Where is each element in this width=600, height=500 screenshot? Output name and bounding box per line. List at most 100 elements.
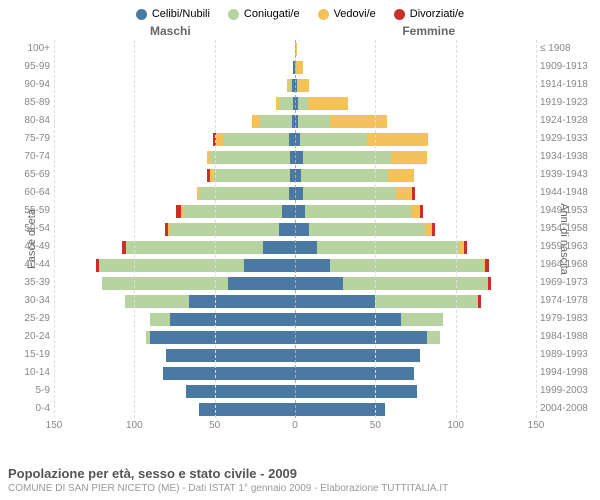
legend-swatch <box>318 9 329 20</box>
bar-segment <box>330 259 483 272</box>
chart: Fasce di età Anni di nascita 100+≤ 19089… <box>54 40 536 438</box>
birth-year-label: 1954-1958 <box>540 220 592 238</box>
bar-segment <box>464 241 467 254</box>
birth-year-label: 1989-1993 <box>540 346 592 364</box>
bar-female <box>295 295 481 308</box>
bar-segment <box>186 385 295 398</box>
bar-segment <box>295 295 375 308</box>
age-label: 70-74 <box>16 148 50 166</box>
x-axis: 15010050050100150 <box>54 420 536 438</box>
bar-male <box>146 331 295 344</box>
bar-segment <box>420 205 423 218</box>
bar-segment <box>210 151 290 164</box>
bar-female <box>295 385 417 398</box>
bar-segment <box>343 277 488 290</box>
birth-year-label: 1924-1928 <box>540 112 592 130</box>
bar-segment <box>295 223 309 236</box>
bar-segment <box>126 241 263 254</box>
bar-female <box>295 187 415 200</box>
age-label: 45-49 <box>16 238 50 256</box>
bar-segment <box>295 277 343 290</box>
bar-female <box>295 241 467 254</box>
label-male: Maschi <box>150 24 191 38</box>
legend-label: Vedovi/e <box>334 8 376 20</box>
birth-year-label: 1979-1983 <box>540 310 592 328</box>
age-label: 5-9 <box>16 382 50 400</box>
bar-segment <box>244 259 295 272</box>
bar-male <box>199 403 295 416</box>
gridline <box>134 40 135 418</box>
bar-female <box>295 133 428 146</box>
legend: Celibi/NubiliConiugati/eVedovi/eDivorzia… <box>0 0 600 24</box>
bar-segment <box>200 187 288 200</box>
bar-segment <box>427 331 440 344</box>
bar-segment <box>189 295 295 308</box>
bar-female <box>295 169 414 182</box>
age-label: 95-99 <box>16 58 50 76</box>
chart-subtitle: COMUNE DI SAN PIER NICETO (ME) - Dati IS… <box>8 483 448 494</box>
x-tick: 100 <box>126 420 143 431</box>
label-female: Femmine <box>402 24 455 38</box>
bar-female <box>295 367 414 380</box>
bar-segment <box>102 277 227 290</box>
birth-year-label: 2004-2008 <box>540 400 592 418</box>
bar-segment <box>432 223 435 236</box>
bar-segment <box>295 241 317 254</box>
x-tick: 0 <box>292 420 298 431</box>
bar-segment <box>303 187 396 200</box>
legend-label: Celibi/Nubili <box>152 8 210 20</box>
bar-segment <box>99 259 244 272</box>
bar-male <box>197 187 295 200</box>
birth-year-label: 1929-1933 <box>540 130 592 148</box>
age-label: 60-64 <box>16 184 50 202</box>
bar-segment <box>216 133 224 146</box>
center-line <box>295 40 296 418</box>
bar-segment <box>295 403 385 416</box>
legend-item: Vedovi/e <box>318 8 376 20</box>
bar-segment <box>295 205 305 218</box>
bar-female <box>295 151 427 164</box>
bar-female <box>295 331 440 344</box>
bar-segment <box>488 277 491 290</box>
legend-swatch <box>228 9 239 20</box>
bar-female <box>295 61 303 74</box>
bar-male <box>150 313 295 326</box>
bar-male <box>163 367 295 380</box>
bar-segment <box>295 151 303 164</box>
bar-male <box>122 241 296 254</box>
bar-segment <box>199 403 295 416</box>
age-label: 40-44 <box>16 256 50 274</box>
bar-female <box>295 205 423 218</box>
bar-segment <box>298 79 309 92</box>
bar-segment <box>260 115 292 128</box>
bar-male <box>186 385 295 398</box>
bar-segment <box>396 187 412 200</box>
bar-segment <box>295 331 427 344</box>
age-label: 80-84 <box>16 112 50 130</box>
birth-year-label: 1984-1988 <box>540 328 592 346</box>
bar-segment <box>183 205 283 218</box>
x-tick: 50 <box>370 420 381 431</box>
bar-female <box>295 223 435 236</box>
bar-segment <box>375 295 478 308</box>
bar-segment <box>166 349 295 362</box>
bar-segment <box>295 187 303 200</box>
bar-male <box>213 133 295 146</box>
bar-segment <box>308 97 348 110</box>
age-label: 10-14 <box>16 364 50 382</box>
bar-segment <box>478 295 481 308</box>
age-label: 50-54 <box>16 220 50 238</box>
bar-female <box>295 349 420 362</box>
bar-segment <box>150 313 169 326</box>
header-labels: Maschi Femmine <box>0 24 600 40</box>
bar-male <box>276 97 295 110</box>
bar-segment <box>170 313 295 326</box>
bar-male <box>207 151 295 164</box>
birth-year-label: 1969-1973 <box>540 274 592 292</box>
bar-male <box>165 223 295 236</box>
bar-segment <box>224 133 288 146</box>
age-label: 15-19 <box>16 346 50 364</box>
bar-segment <box>252 115 260 128</box>
bar-segment <box>298 115 330 128</box>
bar-segment <box>485 259 490 272</box>
